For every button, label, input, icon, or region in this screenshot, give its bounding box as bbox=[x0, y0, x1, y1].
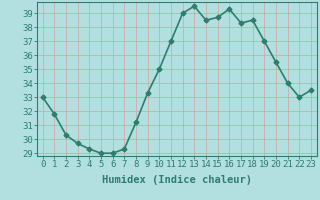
X-axis label: Humidex (Indice chaleur): Humidex (Indice chaleur) bbox=[102, 175, 252, 185]
